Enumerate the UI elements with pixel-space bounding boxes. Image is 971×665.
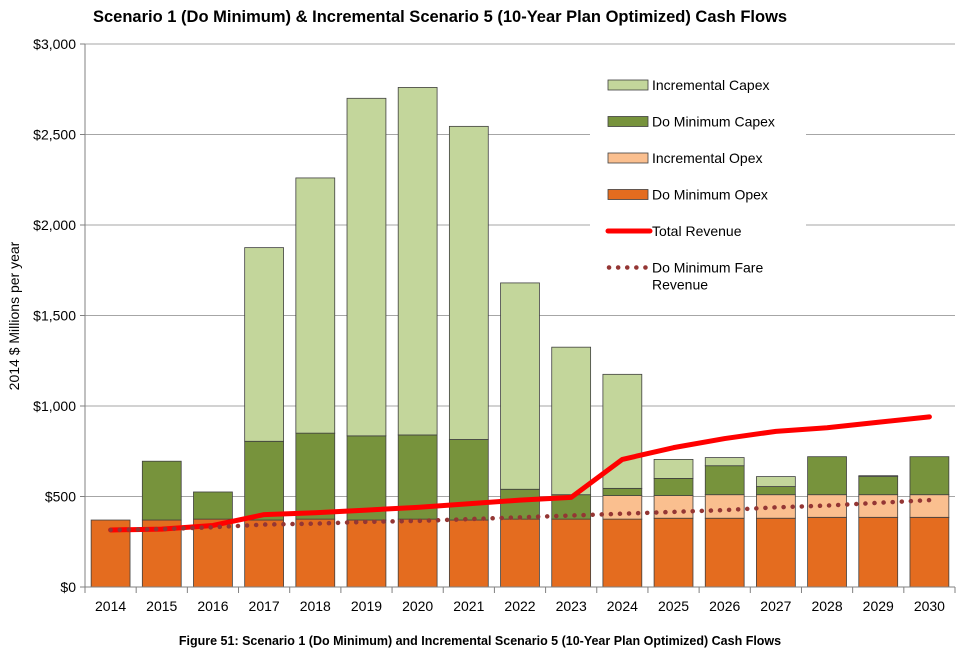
legend-swatch-incremental-opex [607,152,649,164]
bar-do-minimum-capex-2029 [858,476,899,496]
bar-do-minimum-opex-2030 [909,516,950,588]
bar-do-minimum-capex-2030 [909,456,950,496]
bar-do-minimum-opex-2023 [551,518,592,588]
legend-label-incremental-capex: Incremental Capex [652,77,770,93]
bar-incremental-capex-2023 [551,346,592,496]
bar-incremental-opex-2026 [704,494,745,519]
x-tick-label-2021: 2021 [453,598,484,614]
bar-do-minimum-capex-2021 [448,439,489,521]
legend-box [590,66,806,304]
legend: Incremental Capex Do Minimum Capex Increme… [605,77,775,293]
y-tick-label-1000: $1,000 [33,398,76,414]
bar-incremental-capex-2021 [448,125,489,440]
bar-incremental-capex-2022 [500,282,540,490]
bar-do-minimum-opex-2018 [295,518,336,588]
y-tick-label-500: $500 [45,489,76,505]
x-tick-label-2019: 2019 [351,598,382,614]
bar-do-minimum-opex-2019 [346,519,387,588]
bar-incremental-opex-2024 [602,495,643,520]
bar-incremental-capex-2020 [397,87,438,436]
x-tick-label-2030: 2030 [914,598,945,614]
x-tick-label-2028: 2028 [811,598,842,614]
bar-incremental-capex-2027 [756,476,796,487]
y-tick-label-2500: $2,500 [33,127,76,143]
bar-do-minimum-capex-2017 [244,440,284,521]
bar-do-minimum-opex-2026 [704,517,745,588]
bar-do-minimum-capex-2016 [193,491,233,520]
bar-incremental-capex-2018 [295,177,336,434]
legend-label-do-minimum-fare-revenue: Do Minimum Fare Revenue [652,260,763,293]
line-series [108,414,932,533]
x-tick-label-2027: 2027 [760,598,791,614]
y-tick-label-0: $0 [60,579,76,595]
x-tick-label-2014: 2014 [95,598,126,614]
axes [80,43,956,593]
bar-do-minimum-opex-2022 [500,518,540,588]
y-tick-label-2000: $2,000 [33,217,76,233]
bar-do-minimum-opex-2020 [397,518,438,588]
bar-groups [90,87,950,588]
line-do-minimum-fare-revenue [108,497,932,533]
bar-do-minimum-opex-2027 [756,517,796,588]
y-tick-label-1500: $1,500 [33,308,76,324]
x-tick-labels: 2014 2015 2016 2017 2018 2019 2020 2021 2022 2023… [95,598,945,614]
bar-incremental-opex-2029 [858,494,899,518]
x-tick-label-2015: 2015 [146,598,177,614]
x-tick-label-2023: 2023 [556,598,587,614]
legend-label-incremental-opex: Incremental Opex [652,150,763,166]
y-tick-labels: $0 $500 $1,000 $1,500 $2,000 $2,500 $3,000 [33,36,76,595]
bar-do-minimum-capex-2015 [141,460,182,521]
x-tick-label-2026: 2026 [709,598,740,614]
bar-do-minimum-capex-2027 [756,486,796,496]
x-tick-label-2016: 2016 [197,598,228,614]
chart-title: Scenario 1 (Do Minimum) & Incremental Sc… [93,8,787,26]
x-tick-label-2022: 2022 [504,598,535,614]
y-tick-label-3000: $3,000 [33,36,76,52]
x-tick-label-2017: 2017 [249,598,280,614]
x-tick-label-2024: 2024 [607,598,638,614]
x-tick-label-2020: 2020 [402,598,433,614]
bar-incremental-capex-2026 [704,457,745,467]
legend-label-do-minimum-opex: Do Minimum Opex [652,187,768,203]
y-axis-label: 2014 $ Millions per year [6,241,22,390]
legend-label-do-minimum-capex: Do Minimum Capex [652,114,775,130]
bar-do-minimum-opex-2017 [244,519,284,588]
legend-swatch-do-minimum-opex [607,189,649,200]
bar-incremental-capex-2029 [858,475,899,477]
bar-do-minimum-opex-2016 [193,518,233,588]
bar-incremental-capex-2017 [244,247,284,442]
bar-do-minimum-capex-2025 [653,477,694,496]
legend-swatch-incremental-capex [607,79,649,91]
bar-do-minimum-capex-2024 [602,487,643,496]
bar-do-minimum-capex-2019 [346,435,387,521]
bar-do-minimum-capex-2028 [807,456,847,496]
bar-do-minimum-opex-2025 [653,517,694,588]
bar-do-minimum-opex-2024 [602,518,643,588]
bar-incremental-capex-2025 [653,458,694,479]
x-tick-label-2018: 2018 [300,598,331,614]
bar-do-minimum-opex-2021 [448,519,489,588]
bar-incremental-opex-2025 [653,495,694,519]
legend-label-total-revenue: Total Revenue [652,223,742,239]
bar-do-minimum-opex-2029 [858,516,899,588]
bar-incremental-capex-2019 [346,97,387,437]
bar-do-minimum-capex-2018 [295,432,336,520]
bar-do-minimum-opex-2028 [807,516,847,588]
bar-do-minimum-capex-2022 [500,488,540,520]
legend-swatch-do-minimum-capex [607,116,649,127]
figure-caption: Figure 51: Scenario 1 (Do Minimum) and I… [179,634,781,648]
line-total-revenue [108,414,932,533]
x-tick-label-2029: 2029 [863,598,894,614]
bar-do-minimum-capex-2026 [704,465,745,496]
x-tick-label-2025: 2025 [658,598,689,614]
